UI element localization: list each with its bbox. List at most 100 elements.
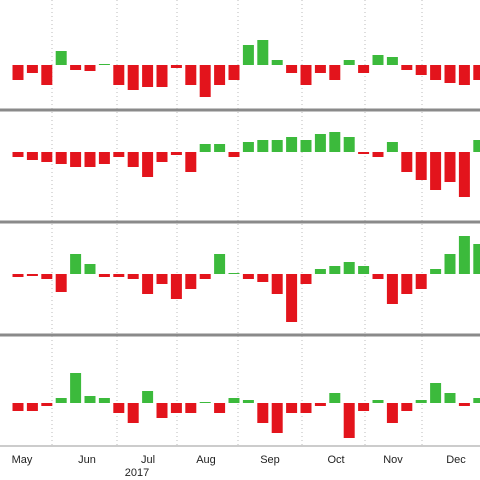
bar xyxy=(142,152,154,177)
year-label: 2017 xyxy=(125,467,149,479)
bar xyxy=(444,65,456,83)
bar xyxy=(98,64,110,65)
bar xyxy=(228,273,240,274)
bar xyxy=(473,398,480,403)
bar xyxy=(473,65,480,80)
x-tick-label: Aug xyxy=(196,454,216,466)
bar xyxy=(84,264,96,274)
bar xyxy=(98,274,110,277)
bar xyxy=(70,254,82,274)
bar xyxy=(415,152,427,180)
bar xyxy=(343,403,355,438)
bar xyxy=(70,65,82,70)
bar xyxy=(372,152,384,157)
bar xyxy=(314,269,326,274)
bar xyxy=(386,142,398,152)
bar xyxy=(458,236,470,274)
bar xyxy=(156,403,168,418)
x-tick-label: Sep xyxy=(260,454,280,466)
bar xyxy=(142,65,154,87)
bar xyxy=(185,274,197,289)
bar xyxy=(343,137,355,152)
bar xyxy=(70,152,82,167)
bar xyxy=(300,140,312,152)
bar xyxy=(199,274,211,279)
bar xyxy=(386,57,398,65)
bar xyxy=(343,262,355,274)
bar xyxy=(199,65,211,97)
bar xyxy=(358,403,370,411)
bar xyxy=(84,152,96,167)
bar xyxy=(271,403,283,433)
bar xyxy=(185,152,197,172)
bar xyxy=(156,274,168,284)
bar xyxy=(430,269,442,274)
bar xyxy=(170,403,182,413)
bar xyxy=(242,45,254,65)
bar xyxy=(314,65,326,73)
bar xyxy=(41,274,53,279)
bar xyxy=(458,152,470,197)
bar xyxy=(286,274,298,322)
bar xyxy=(26,403,38,411)
bar xyxy=(271,140,283,152)
bar xyxy=(214,65,226,85)
bar xyxy=(170,152,182,155)
bar xyxy=(257,40,269,65)
x-tick-label: Jul xyxy=(141,454,155,466)
bar xyxy=(113,403,125,413)
bar xyxy=(300,274,312,284)
bar xyxy=(214,144,226,152)
bar xyxy=(185,403,197,413)
bar xyxy=(228,65,240,80)
bar xyxy=(41,65,53,85)
bar xyxy=(55,51,67,65)
bar xyxy=(84,396,96,403)
bar xyxy=(444,152,456,182)
bar xyxy=(329,266,341,274)
bar xyxy=(113,152,125,157)
bar xyxy=(372,400,384,403)
bar xyxy=(26,274,38,276)
bar xyxy=(444,254,456,274)
bar xyxy=(26,152,38,160)
x-tick-label: Dec xyxy=(446,454,466,466)
x-tick-label: Jun xyxy=(78,454,96,466)
bar xyxy=(286,137,298,152)
bar xyxy=(12,274,24,277)
bar xyxy=(199,144,211,152)
bar xyxy=(12,152,24,157)
bar xyxy=(55,274,67,292)
bar xyxy=(401,65,413,70)
x-tick-label: Nov xyxy=(383,454,403,466)
bar xyxy=(156,65,168,87)
bar xyxy=(70,373,82,403)
bar xyxy=(127,152,139,167)
bar xyxy=(98,398,110,403)
bar xyxy=(55,398,67,403)
bar xyxy=(98,152,110,164)
bar xyxy=(12,403,24,411)
bar xyxy=(430,152,442,190)
bar xyxy=(401,152,413,172)
bar xyxy=(401,403,413,411)
bar xyxy=(228,398,240,403)
bar xyxy=(84,65,96,71)
bar xyxy=(329,132,341,152)
bar xyxy=(286,403,298,413)
bar xyxy=(372,274,384,279)
x-tick-label: Oct xyxy=(327,454,344,466)
bar xyxy=(257,403,269,423)
bar xyxy=(271,274,283,294)
bar xyxy=(300,65,312,85)
bar xyxy=(329,65,341,80)
bar xyxy=(286,65,298,73)
bar xyxy=(401,274,413,294)
bar xyxy=(257,140,269,152)
bar xyxy=(242,142,254,152)
bar xyxy=(415,65,427,75)
bar xyxy=(185,65,197,85)
bar xyxy=(170,65,182,68)
bar xyxy=(415,274,427,289)
bar xyxy=(300,403,312,413)
